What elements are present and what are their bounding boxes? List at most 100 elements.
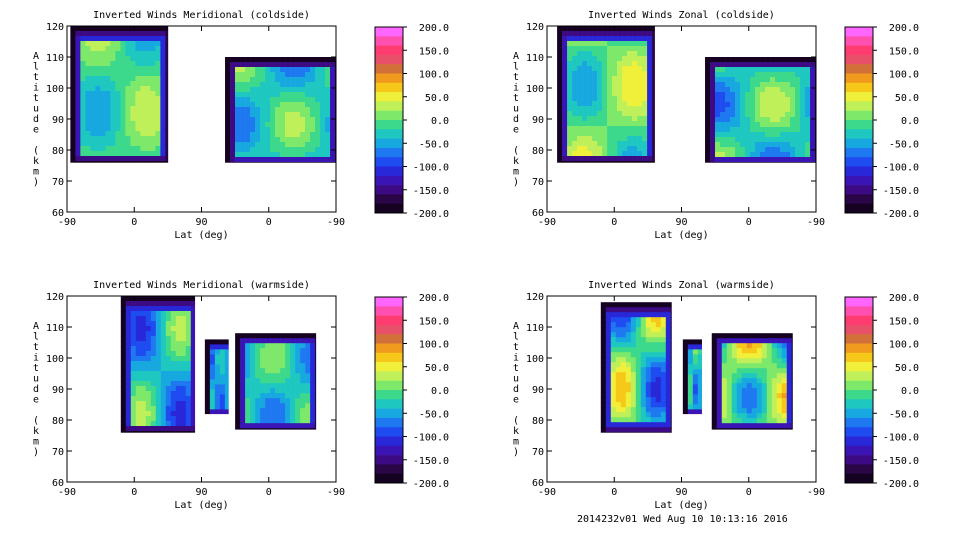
data-cell <box>730 112 736 118</box>
data-cell <box>721 418 728 424</box>
y-axis-label-char: A <box>513 51 519 62</box>
data-cell <box>135 141 141 147</box>
data-cell <box>735 162 741 163</box>
data-cell <box>275 152 281 158</box>
data-cell <box>315 72 321 78</box>
data-cell <box>130 81 136 87</box>
data-cell <box>602 61 608 67</box>
data-cell <box>760 107 766 113</box>
data-cell <box>155 26 161 32</box>
data-cell <box>260 62 266 68</box>
data-cell <box>746 338 753 344</box>
data-cell <box>725 92 731 98</box>
data-cell <box>214 369 221 375</box>
data-cell <box>632 121 638 127</box>
data-cell <box>607 136 613 142</box>
data-cell <box>572 41 578 47</box>
data-cell <box>607 106 613 112</box>
data-cell <box>280 353 286 359</box>
data-cell <box>75 121 81 127</box>
data-cell <box>650 417 657 423</box>
data-cell <box>235 67 241 73</box>
data-cell <box>682 404 689 410</box>
data-cell <box>125 356 132 362</box>
data-cell <box>165 111 169 117</box>
data-cell <box>630 407 637 413</box>
data-cell <box>721 368 728 374</box>
data-cell <box>597 141 603 147</box>
data-cell <box>230 127 236 133</box>
data-cell <box>90 161 96 163</box>
data-cell <box>805 142 811 148</box>
y-axis-label-char: t <box>33 93 39 104</box>
data-cell <box>290 338 296 344</box>
data-cell <box>567 51 573 57</box>
data-cell <box>145 71 151 77</box>
data-cell <box>175 411 182 417</box>
data-cell <box>245 423 251 429</box>
data-cell <box>567 41 573 47</box>
data-cell <box>786 343 793 349</box>
data-cell <box>735 137 741 143</box>
data-cell <box>652 156 655 162</box>
data-cell <box>607 26 613 32</box>
data-cell <box>224 394 229 400</box>
data-cell <box>800 67 806 73</box>
data-cell <box>150 331 157 337</box>
data-cell <box>150 386 157 392</box>
data-cell <box>275 358 281 364</box>
data-cell <box>285 122 291 128</box>
data-cell <box>145 41 151 47</box>
data-cell <box>300 152 306 158</box>
data-cell <box>607 151 613 157</box>
data-cell <box>280 383 286 389</box>
data-cell <box>295 147 301 153</box>
data-cell <box>80 61 86 67</box>
data-cell <box>730 117 736 123</box>
data-cell <box>115 121 121 127</box>
colorbar-label: -150.0 <box>413 456 449 467</box>
data-cell <box>260 147 266 153</box>
data-cell <box>230 112 236 118</box>
data-cell <box>605 402 612 408</box>
data-cell <box>115 96 121 102</box>
data-region <box>235 333 317 430</box>
data-cell <box>577 41 583 47</box>
data-cell <box>766 403 773 409</box>
data-cell <box>155 86 161 92</box>
data-cell <box>605 372 612 378</box>
data-cell <box>290 102 296 108</box>
data-cell <box>135 321 142 327</box>
y-axis-label-char: i <box>513 82 519 93</box>
data-cell <box>285 147 291 153</box>
data-cell <box>805 162 811 163</box>
data-cell <box>150 41 156 47</box>
data-cell <box>110 126 116 132</box>
data-cell <box>305 62 311 68</box>
data-cell <box>100 41 106 47</box>
data-cell <box>190 321 196 327</box>
data-cell <box>642 111 648 117</box>
data-cell <box>219 369 226 375</box>
colorbar-swatch <box>375 36 403 46</box>
data-cell <box>557 61 563 67</box>
data-cell <box>740 57 746 63</box>
data-cell <box>90 101 96 107</box>
data-cell <box>219 404 226 410</box>
data-cell <box>175 331 182 337</box>
data-cell <box>607 36 613 42</box>
data-cell <box>600 347 607 353</box>
data-cell <box>741 353 748 359</box>
data-cell <box>710 132 716 138</box>
data-cell <box>115 91 121 97</box>
data-cell <box>765 152 771 158</box>
data-cell <box>620 372 627 378</box>
data-cell <box>90 116 96 122</box>
data-cell <box>647 31 653 37</box>
data-cell <box>224 354 229 360</box>
data-cell <box>786 403 793 409</box>
data-cell <box>325 142 331 148</box>
y-tick-label: 100 <box>526 84 544 95</box>
data-cell <box>219 359 226 365</box>
colorbar-swatch <box>845 445 873 456</box>
